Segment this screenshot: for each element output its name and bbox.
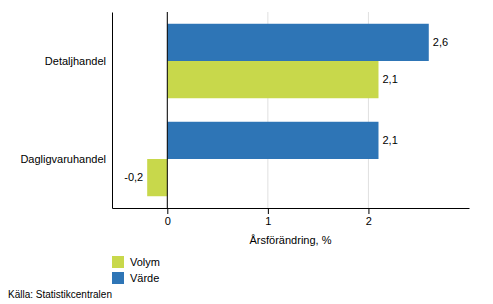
data-label: 2,1 (382, 73, 397, 85)
data-labels: -0,2 2,1 2,1 2,6 (124, 36, 448, 183)
bar (167, 61, 378, 98)
x-tick: 0 (165, 208, 171, 227)
y-axis-line (112, 13, 113, 209)
y-tick-label: Detaljhandel (45, 55, 106, 67)
bar (167, 122, 378, 159)
legend-swatch (112, 272, 124, 284)
chart-container: -0,2 2,1 2,1 2,6 0 1 2 Dagligvaruhandel Detaljha… (0, 0, 493, 304)
data-label: -0,2 (124, 171, 143, 183)
source-note: Källa: Statistikcentralen (8, 289, 112, 300)
bar (167, 24, 428, 61)
x-tick: 1 (265, 208, 271, 227)
x-tick-mark (167, 208, 168, 214)
bar (147, 159, 167, 196)
data-label: 2,6 (433, 36, 448, 48)
chart-svg: -0,2 2,1 2,1 2,6 0 1 2 Dagligvaruhandel Detaljha… (0, 0, 493, 304)
legend-item: Volym (112, 256, 160, 268)
legend-item: Värde (112, 272, 159, 284)
x-axis-line (113, 208, 470, 209)
x-tick-mark (368, 208, 369, 214)
x-axis-title: Årsförändring, % (250, 234, 332, 246)
x-tick: 2 (366, 208, 372, 227)
zero-line (167, 12, 168, 208)
y-tick: Dagligvaruhandel (20, 153, 106, 165)
y-tick: Detaljhandel (45, 55, 106, 67)
legend: Volym Värde (112, 256, 160, 284)
legend-label: Värde (130, 272, 159, 284)
y-tick-label: Dagligvaruhandel (20, 153, 106, 165)
bars (147, 24, 429, 196)
x-tick-label: 2 (366, 215, 372, 227)
legend-label: Volym (130, 256, 160, 268)
x-tick-label: 1 (265, 215, 271, 227)
grid-line (167, 12, 168, 208)
x-axis: 0 1 2 (113, 208, 470, 227)
legend-swatch (112, 256, 124, 268)
x-tick-label: 0 (165, 215, 171, 227)
data-label: 2,1 (382, 134, 397, 146)
y-axis: Dagligvaruhandel Detaljhandel (20, 13, 112, 209)
plot: -0,2 2,1 2,1 2,6 0 1 2 Dagligvaruhandel Detaljha… (20, 12, 469, 246)
x-tick-mark (268, 208, 269, 214)
